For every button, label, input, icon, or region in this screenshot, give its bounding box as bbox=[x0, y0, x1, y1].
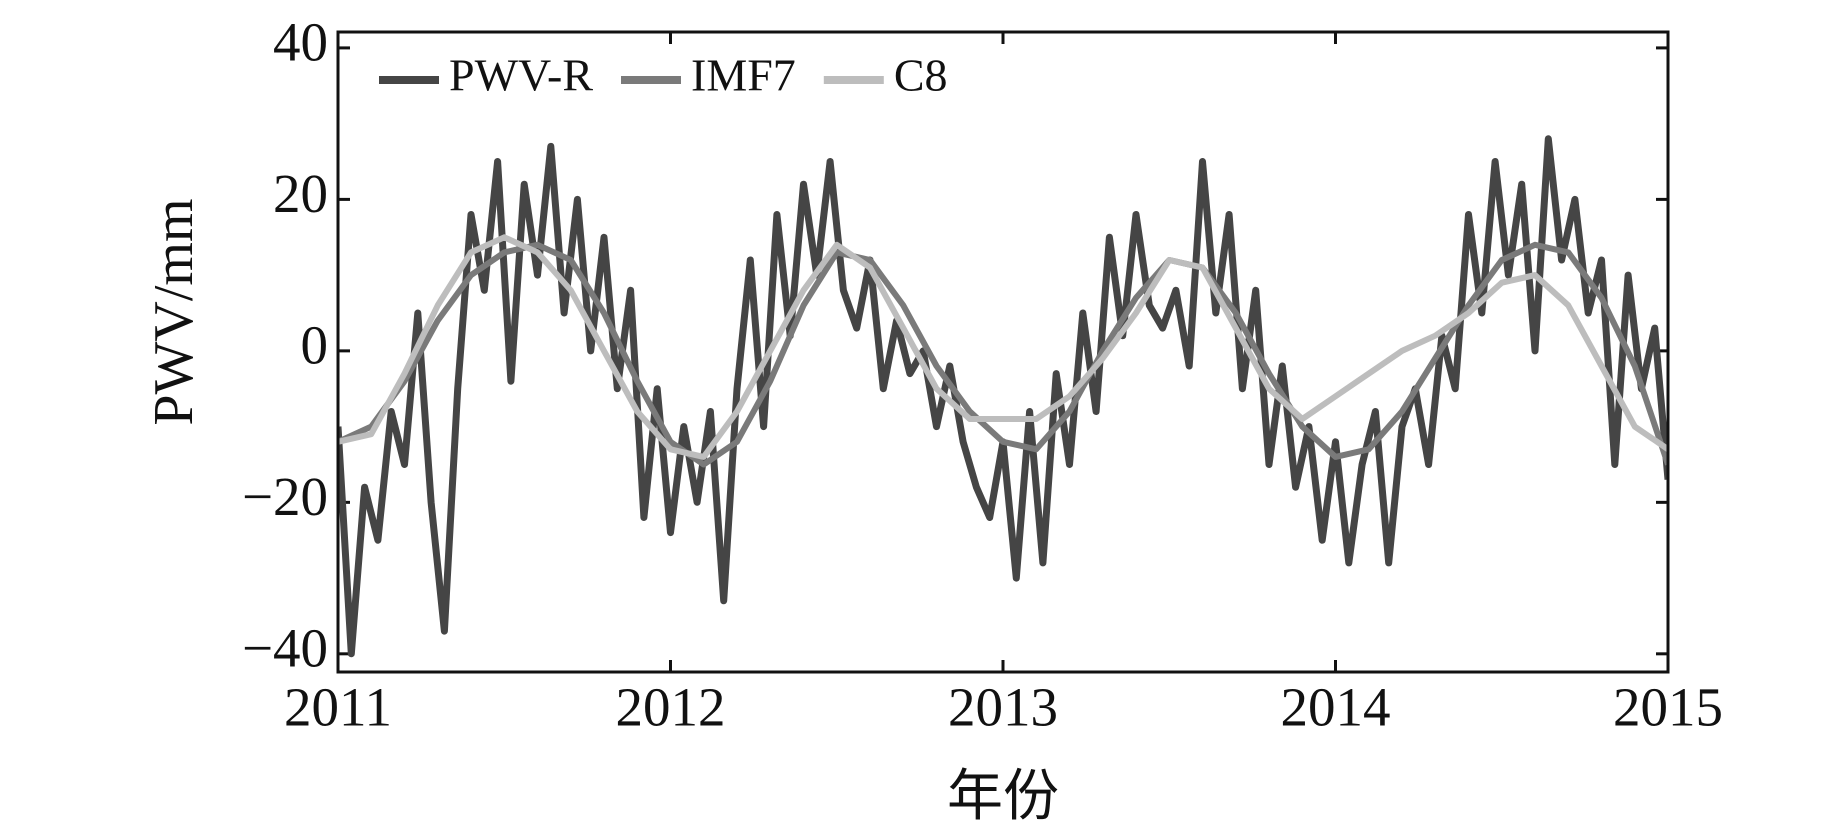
legend-label: PWV-R bbox=[449, 50, 593, 101]
y-tick-label: 0 bbox=[301, 314, 329, 375]
series-line bbox=[338, 234, 1668, 460]
x-tick-label: 2011 bbox=[284, 677, 392, 738]
y-tick-label: 20 bbox=[273, 163, 328, 224]
legend-label: C8 bbox=[894, 50, 948, 101]
y-tick-label: −40 bbox=[242, 617, 328, 678]
y-tick-label: 40 bbox=[273, 12, 328, 73]
y-tick-label: −20 bbox=[242, 466, 328, 527]
x-tick-label: 2013 bbox=[948, 677, 1058, 738]
x-tick-label: 2014 bbox=[1281, 677, 1391, 738]
legend-label: IMF7 bbox=[691, 50, 796, 101]
x-tick-label: 2012 bbox=[616, 677, 726, 738]
plot-frame bbox=[336, 30, 1670, 674]
series-line bbox=[338, 241, 1668, 468]
x-tick-label: 2015 bbox=[1613, 677, 1723, 738]
series-line bbox=[338, 135, 1668, 658]
y-axis-label: PWV/mm bbox=[143, 198, 205, 425]
x-axis-label: 年份 bbox=[947, 766, 1059, 827]
